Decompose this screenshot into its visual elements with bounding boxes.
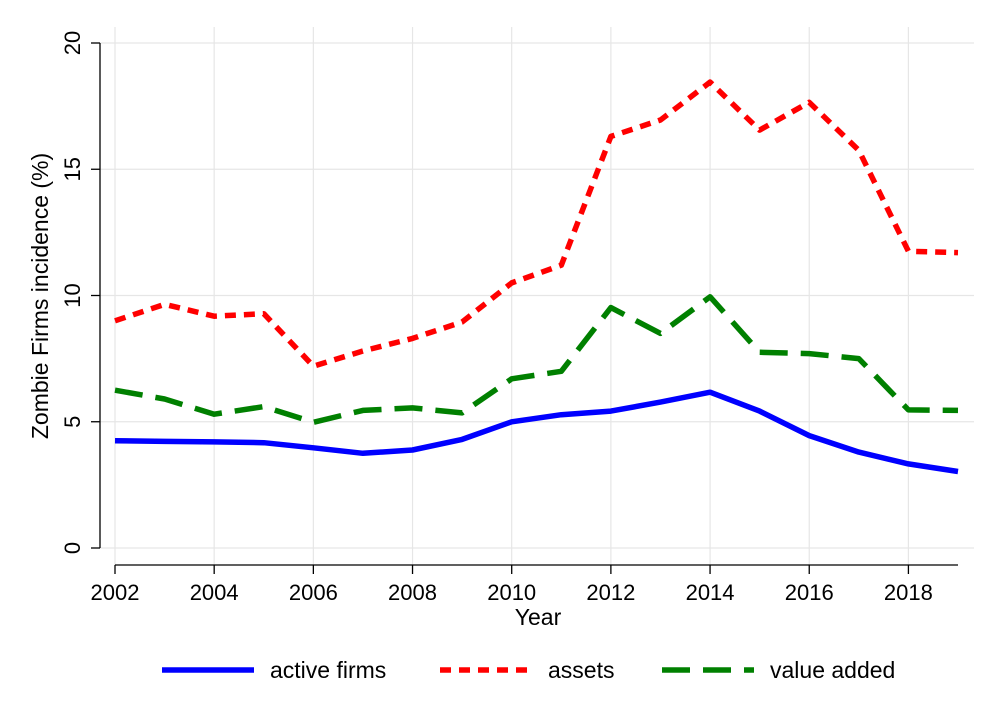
legend-item-value-added: value added [662,657,895,683]
x-tick-label: 2010 [487,580,536,605]
legend-item-active-firms: active firms [162,657,386,683]
y-tick-label: 5 [60,416,85,428]
x-tick-label: 2002 [91,580,140,605]
legend-label: value added [770,657,895,683]
legend-label: assets [548,657,614,683]
y-tick-label: 15 [60,157,85,181]
y-tick-label: 0 [60,542,85,554]
gridlines [100,27,974,565]
x-tick-label: 2018 [884,580,933,605]
series-line-assets [114,79,959,369]
x-tick-label: 2006 [289,580,338,605]
y-tick-label: 10 [60,283,85,307]
series-line-active-firms [114,389,959,475]
x-tick-label: 2012 [586,580,635,605]
x-tick-label: 2016 [785,580,834,605]
legend-label: active firms [270,657,386,683]
legend: active firms assets value added [162,657,895,683]
x-tick-label: 2004 [190,580,239,605]
y-tick-label: 20 [60,31,85,55]
axes: 0 5 10 15 20 2002 2004 2006 2008 2010 2012 2014 2016… [60,31,958,605]
legend-item-assets: assets [440,657,614,683]
series-line-value-added [114,294,959,426]
x-tick-label: 2014 [686,580,735,605]
y-axis-title: Zombie Firms incidence (%) [27,153,53,439]
x-axis-title: Year [515,604,562,630]
series-lines [114,79,959,475]
x-tick-label: 2008 [388,580,437,605]
